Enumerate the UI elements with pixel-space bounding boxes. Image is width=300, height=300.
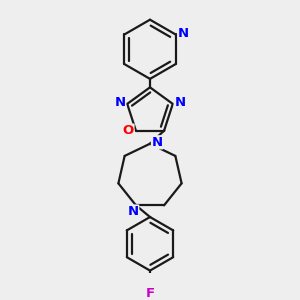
Text: N: N	[152, 136, 163, 149]
Text: F: F	[146, 287, 154, 300]
Text: N: N	[178, 27, 189, 40]
Text: O: O	[123, 124, 134, 137]
Text: N: N	[128, 205, 139, 218]
Text: N: N	[174, 96, 185, 109]
Text: N: N	[115, 96, 126, 109]
